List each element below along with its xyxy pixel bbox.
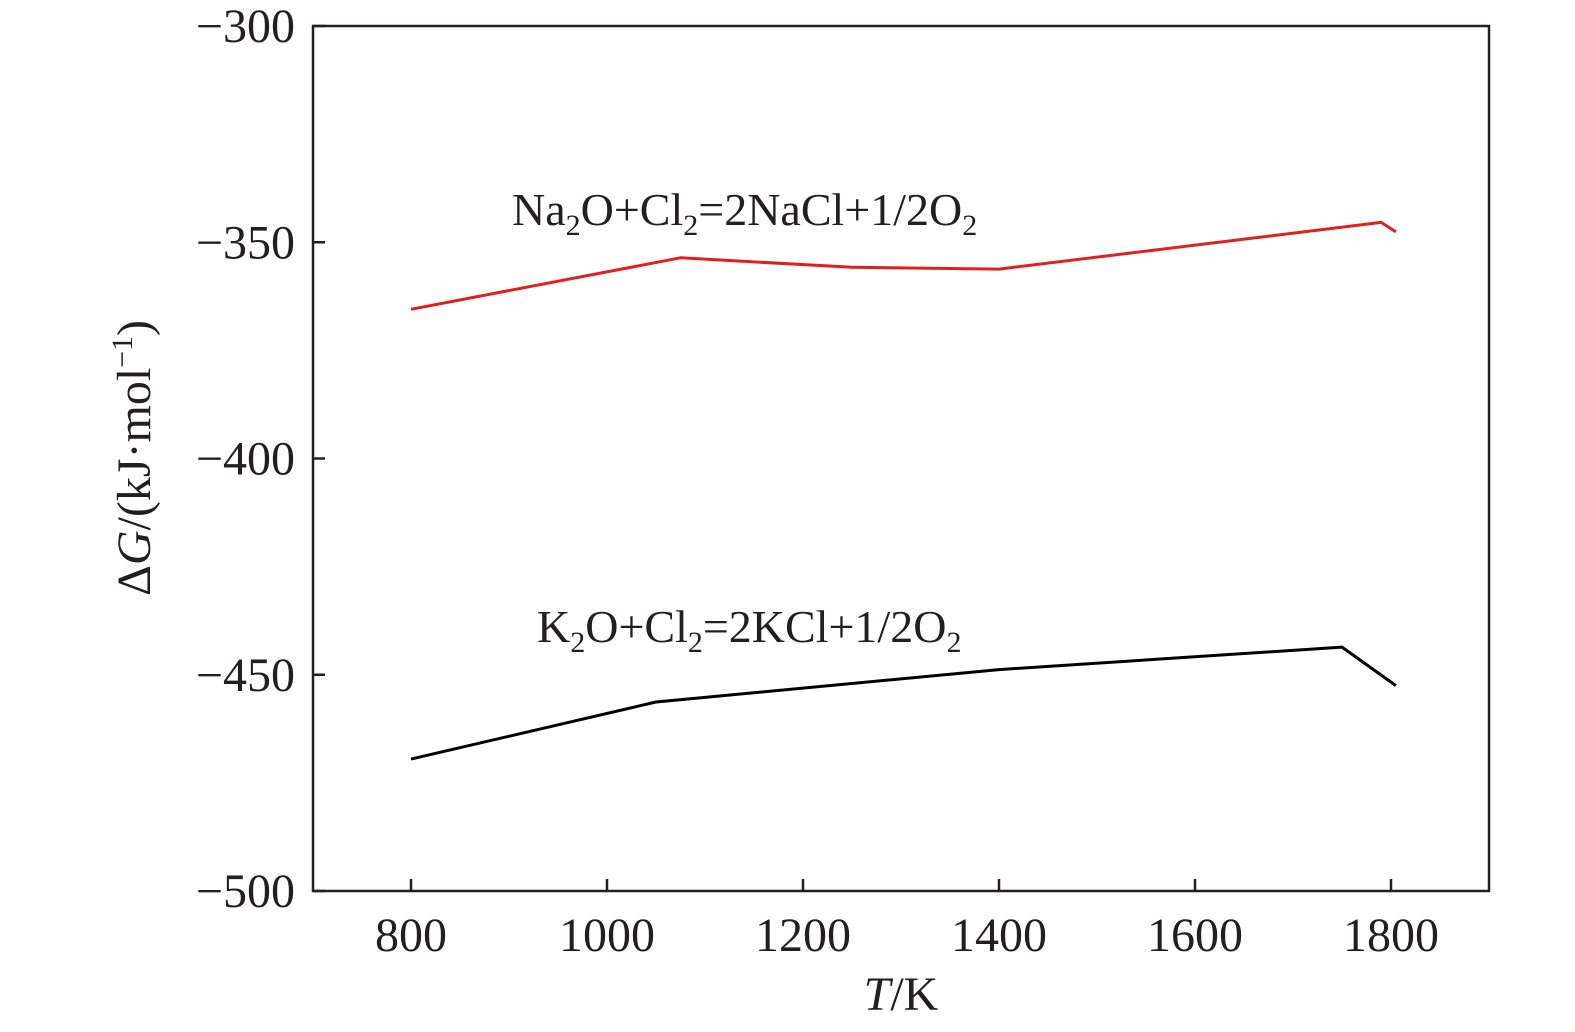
data-series xyxy=(410,220,1397,761)
y-axis-unit: /(kJ·mol xyxy=(108,368,161,531)
x-tick-label: 1800 xyxy=(1343,909,1439,962)
series-label-1: Na2O+Cl2=2NaCl+1/2O2 xyxy=(512,184,977,242)
x-axis-title: T/K xyxy=(864,968,939,1021)
x-axis-ticks: 800 1000 1200 1400 1600 1800 xyxy=(375,879,1439,962)
y-tick-label: −300 xyxy=(196,0,295,53)
x-tick-label: 800 xyxy=(375,909,447,962)
y-axis-variable: G xyxy=(108,531,161,566)
series-line-1 xyxy=(410,220,1397,311)
y-axis-delta: Δ xyxy=(108,565,161,596)
x-tick-label: 1600 xyxy=(1147,909,1243,962)
x-tick-label: 1200 xyxy=(755,909,851,962)
x-tick-label: 1400 xyxy=(951,909,1047,962)
x-axis-variable: T xyxy=(864,968,894,1021)
series-label-2: K2O+Cl2=2KCl+1/2O2 xyxy=(537,601,961,659)
series-labels: Na2O+Cl2=2NaCl+1/2O2 K2O+Cl2=2KCl+1/2O2 xyxy=(512,184,977,659)
y-tick-label: −450 xyxy=(196,649,295,702)
y-axis-unit-exponent: −1 xyxy=(106,336,139,368)
y-tick-label: −500 xyxy=(196,865,295,918)
y-axis-unit-close: ) xyxy=(108,320,161,336)
x-tick-label: 1000 xyxy=(559,909,655,962)
plot-frame xyxy=(311,24,1491,893)
y-tick-label: −350 xyxy=(196,216,295,269)
y-axis-title: ΔG/(kJ·mol−1) xyxy=(106,320,161,596)
y-axis-ticks: −500 −450 −400 −350 −300 xyxy=(196,0,325,918)
x-axis-unit: /K xyxy=(890,968,938,1021)
y-tick-label: −400 xyxy=(196,433,295,486)
series-line-2 xyxy=(410,645,1397,761)
